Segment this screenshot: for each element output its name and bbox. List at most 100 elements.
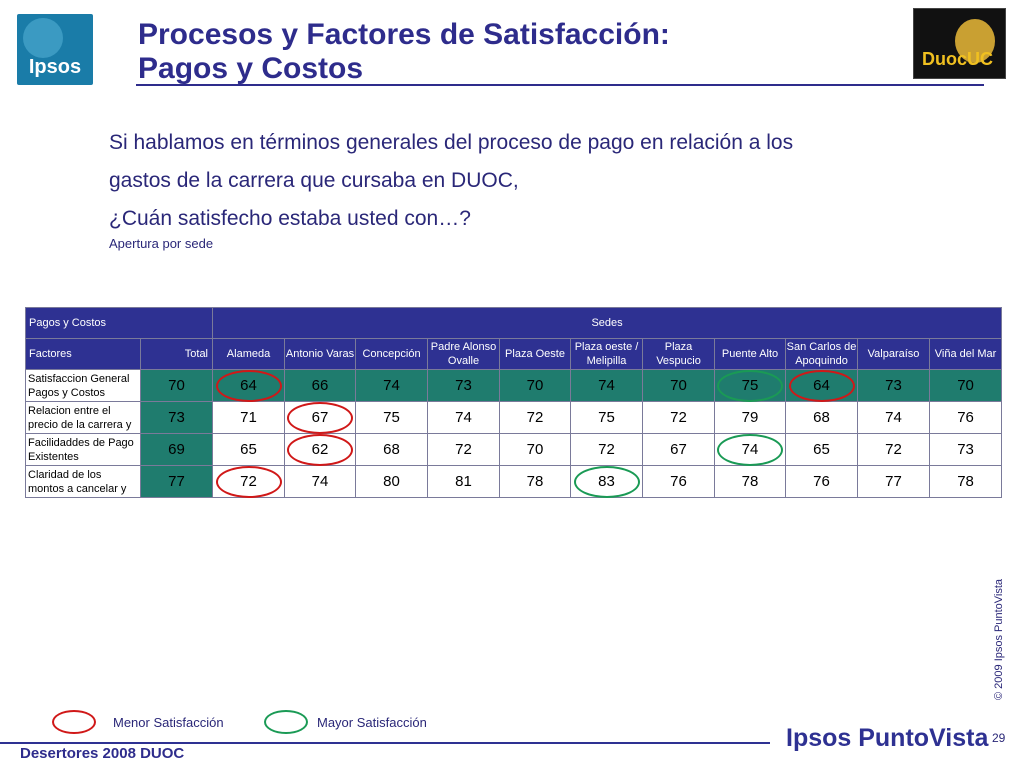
cell-value: 75	[598, 409, 615, 426]
value-cell: 81	[427, 465, 501, 498]
cell-value: 70	[168, 377, 185, 394]
column-header: Plaza oeste / Melipilla	[570, 338, 644, 370]
cell-value: 74	[598, 377, 615, 394]
cell-value: 64	[813, 377, 830, 394]
cell-value: 71	[240, 409, 257, 426]
value-cell: 80	[355, 465, 429, 498]
value-cell: 76	[785, 465, 859, 498]
value-cell: 62	[284, 433, 357, 466]
value-cell: 75	[355, 401, 429, 434]
value-cell: 64	[785, 369, 859, 402]
total-cell: 77	[139, 465, 214, 498]
cell-value: 73	[885, 377, 902, 394]
column-header: Valparaíso	[857, 338, 931, 370]
cell-value: 69	[168, 441, 185, 458]
cell-value: 83	[598, 473, 615, 490]
ipsos-logo-text: Ipsos	[28, 56, 82, 78]
column-header: Alameda	[212, 338, 286, 370]
value-cell: 73	[857, 369, 931, 402]
value-cell: 77	[857, 465, 931, 498]
table-row: Satisfaccion General Pagos y Costos 70 64 6…	[25, 369, 1003, 402]
value-cell: 72	[427, 433, 501, 466]
column-header: Concepción	[355, 338, 429, 370]
column-header: Plaza Vespucio	[642, 338, 716, 370]
cell-value: 80	[383, 473, 400, 490]
value-cell: 74	[857, 401, 931, 434]
footer-label: Desertores 2008 DUOC	[20, 745, 185, 762]
factor-label: Claridad de los montos a cancelar y	[25, 465, 141, 498]
value-cell: 70	[499, 369, 572, 402]
table-row: Relacion entre el precio de la carrera y…	[25, 401, 1003, 434]
title-line-1: Procesos y Factores de Satisfacción:	[138, 18, 670, 51]
high-satisfaction-legend-label: Mayor Satisfacción	[317, 715, 427, 730]
cell-value: 72	[455, 441, 472, 458]
value-cell: 64	[212, 369, 286, 402]
sedes-header: Sedes	[212, 307, 1003, 339]
column-header: Puente Alto	[714, 338, 787, 370]
factores-column-header: Factores	[25, 338, 141, 370]
duoc-logo-text: DuocUC	[922, 49, 993, 69]
value-cell: 70	[499, 433, 572, 466]
value-cell: 72	[499, 401, 572, 434]
value-cell: 67	[642, 433, 716, 466]
copyright-text: © 2009 Ipsos PuntoVista	[993, 578, 1005, 700]
cell-value: 72	[526, 409, 544, 426]
column-header: Padre Alonso Ovalle	[427, 338, 501, 370]
cell-value: 72	[885, 441, 902, 458]
value-cell: 72	[570, 433, 644, 466]
column-header: Antonio Varas	[284, 338, 357, 370]
value-cell: 76	[929, 401, 1003, 434]
cell-value: 70	[526, 441, 544, 458]
cell-value: 67	[670, 441, 687, 458]
cell-value: 70	[670, 377, 687, 394]
value-cell: 65	[785, 433, 859, 466]
value-cell: 75	[714, 369, 787, 402]
value-cell: 68	[785, 401, 859, 434]
duoc-logo: DuocUC	[913, 8, 1006, 79]
cell-value: 72	[670, 409, 687, 426]
column-header: Viña del Mar	[929, 338, 1003, 370]
cell-value: 76	[813, 473, 830, 490]
total-cell: 70	[139, 369, 214, 402]
footer-divider	[0, 742, 770, 744]
value-cell: 70	[929, 369, 1003, 402]
question-line-2: gastos de la carrera que cursaba en DUOC…	[109, 169, 519, 192]
value-cell: 78	[714, 465, 787, 498]
cell-value: 76	[957, 409, 974, 426]
value-cell: 78	[499, 465, 572, 498]
cell-value: 72	[598, 441, 615, 458]
value-cell: 67	[284, 401, 357, 434]
high-satisfaction-legend-icon	[264, 710, 308, 734]
ipsos-puntovista-logo: Ipsos PuntoVista	[786, 724, 989, 752]
value-cell: 74	[284, 465, 357, 498]
satisfaction-table: Pagos y Costos Sedes Factores Total Alamed…	[24, 307, 1003, 498]
cell-value: 73	[168, 409, 185, 426]
cell-value: 75	[383, 409, 400, 426]
ipsos-logo: Ipsos	[17, 14, 93, 85]
total-cell: 69	[139, 433, 214, 466]
value-cell: 72	[642, 401, 716, 434]
value-cell: 66	[284, 369, 357, 402]
value-cell: 74	[714, 433, 787, 466]
cell-value: 62	[311, 441, 329, 458]
duoc-seal-icon	[955, 19, 995, 63]
value-cell: 65	[212, 433, 286, 466]
table-top-header: Pagos y Costos Sedes	[24, 307, 1003, 339]
factor-label: Satisfaccion General Pagos y Costos	[25, 369, 141, 402]
column-header: Plaza Oeste	[499, 338, 572, 370]
cell-value: 73	[455, 377, 472, 394]
cell-value: 74	[383, 377, 400, 394]
value-cell: 72	[857, 433, 931, 466]
top-left-header: Pagos y Costos	[24, 307, 214, 339]
page-title: Procesos y Factores de Satisfacción: Pag…	[138, 18, 670, 86]
cell-value: 74	[455, 409, 472, 426]
cell-value: 76	[670, 473, 687, 490]
table-row: Claridad de los montos a cancelar y 77 72 7…	[25, 465, 1003, 498]
cell-value: 66	[311, 377, 329, 394]
page-number: 29	[992, 731, 1006, 745]
cell-value: 77	[168, 473, 185, 490]
question-line-1: Si hablamos en términos generales del pr…	[109, 131, 794, 154]
cell-value: 73	[957, 441, 974, 458]
cell-value: 70	[957, 377, 974, 394]
value-cell: 78	[929, 465, 1003, 498]
